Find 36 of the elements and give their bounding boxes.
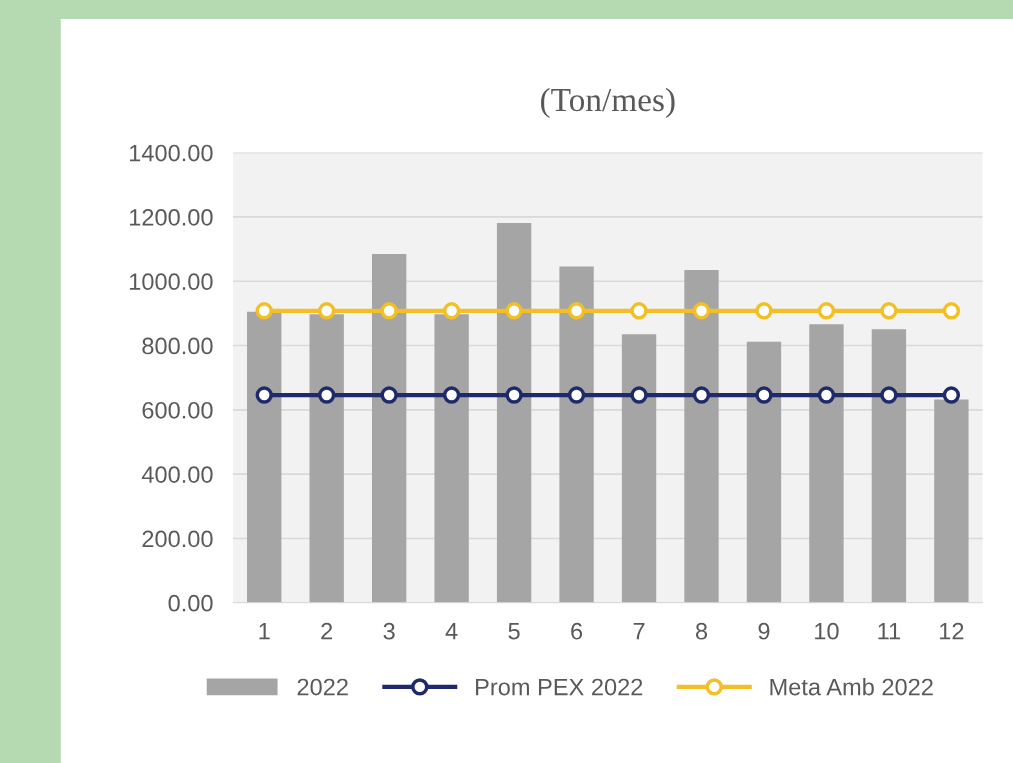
x-tick-label: 10 bbox=[815, 622, 839, 640]
x-tick-label: 2 bbox=[321, 622, 333, 640]
bar bbox=[434, 314, 469, 603]
bar bbox=[371, 253, 407, 603]
bar bbox=[809, 324, 844, 603]
x-tick-label: 4 bbox=[445, 623, 458, 640]
bar bbox=[684, 269, 719, 603]
bar bbox=[309, 314, 344, 603]
y-tick-label: 400.00 bbox=[141, 466, 213, 483]
x-tick-label: 5 bbox=[508, 623, 520, 640]
legend-label: 2022 bbox=[297, 678, 348, 696]
bar bbox=[247, 311, 282, 603]
y-tick-label: 1200.00 bbox=[130, 208, 213, 226]
legend-label: Prom PEX 2022 bbox=[476, 678, 643, 696]
x-tick-label: 11 bbox=[878, 623, 901, 640]
x-tick-label: 6 bbox=[571, 622, 583, 640]
y-tick-label: 1400.00 bbox=[130, 144, 213, 162]
x-tick-label: 7 bbox=[633, 623, 645, 640]
y-tick-label: 1000.00 bbox=[130, 273, 213, 291]
bar bbox=[934, 399, 969, 603]
bar bbox=[496, 223, 532, 603]
y-tick-label: 200.00 bbox=[142, 530, 213, 548]
chart-title: (Ton/mes) bbox=[541, 87, 675, 119]
x-tick-label: 3 bbox=[383, 622, 395, 640]
x-tick-label: 12 bbox=[940, 622, 964, 640]
x-tick-label: 8 bbox=[695, 622, 708, 640]
bar bbox=[746, 341, 782, 603]
bar bbox=[871, 329, 907, 603]
y-tick-label: 800.00 bbox=[142, 337, 213, 355]
y-tick-label: 0.00 bbox=[168, 594, 213, 612]
x-tick-label: 9 bbox=[758, 622, 770, 640]
x-tick-label: 1 bbox=[259, 623, 270, 640]
bar bbox=[559, 266, 594, 603]
bar bbox=[621, 334, 657, 603]
y-tick-label: 600.00 bbox=[142, 401, 213, 419]
legend-label: Meta Amb 2022 bbox=[770, 678, 933, 696]
